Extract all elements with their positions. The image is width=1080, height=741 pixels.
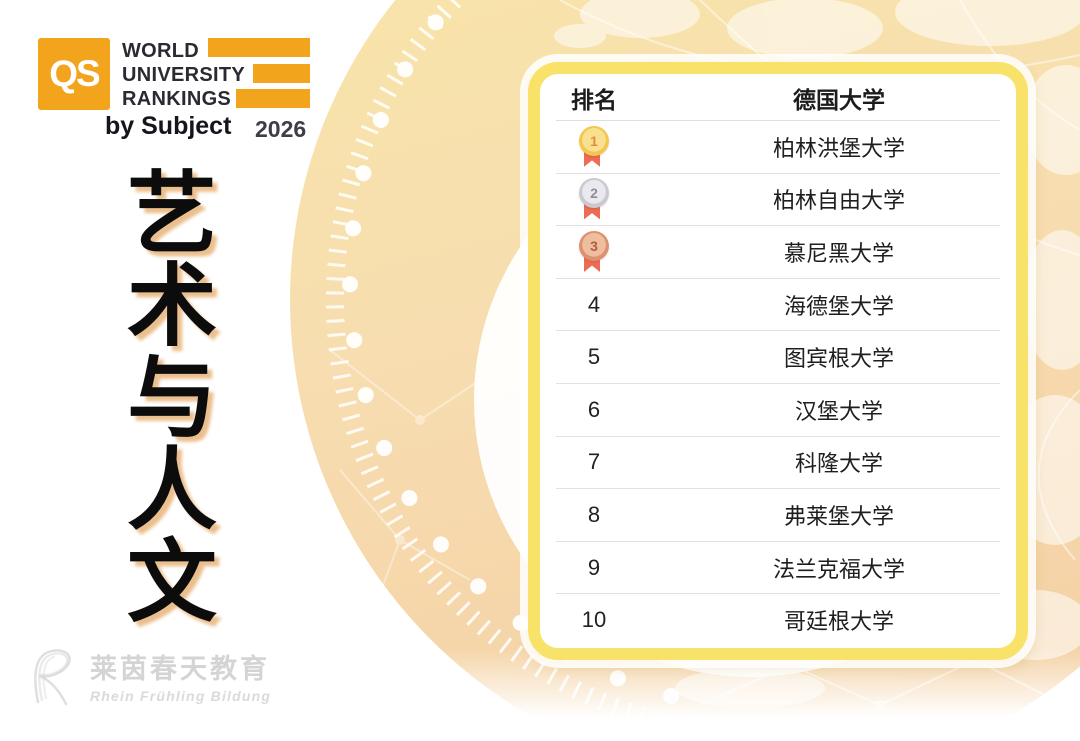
logo-subtitle: by Subject <box>105 112 232 140</box>
bronze-medal-icon: 3 <box>579 230 609 274</box>
logo-word-world: WORLD <box>122 40 200 62</box>
subject-title: 艺术与人文 <box>113 166 213 626</box>
silver-medal-icon: 2 <box>579 177 609 221</box>
university-name: 慕尼黑大学 <box>783 240 894 266</box>
table-row: 5 图宾根大学 <box>556 331 1000 384</box>
university-name: 哥廷根大学 <box>783 609 894 635</box>
table-row: 2 柏林自由大学 <box>556 174 1000 227</box>
rank-number: 10 <box>581 607 607 633</box>
logo-word-university: UNIVERSITY <box>122 64 246 86</box>
qs-logo-wordmark: WORLD UNIVERSITY RANKINGS <box>122 39 245 111</box>
ranking-table: 排名 德国大学 1 柏林洪堡大学 2 柏林自由大学 <box>540 74 1016 648</box>
watermark-text: 莱茵春天教育 Rhein Frühling Bildung <box>90 647 271 704</box>
logo-bar-bottom <box>236 89 310 108</box>
rank-number: 7 <box>587 449 601 475</box>
table-row: 7 科隆大学 <box>556 437 1000 490</box>
bottom-fade <box>0 648 1080 741</box>
rank-number: 4 <box>587 291 601 317</box>
university-name: 弗莱堡大学 <box>783 503 894 529</box>
table-row: 6 汉堡大学 <box>556 384 1000 437</box>
table-row: 1 柏林洪堡大学 <box>556 121 1000 174</box>
header-university: 德国大学 <box>793 87 885 113</box>
watermark-chinese: 莱茵春天教育 <box>90 653 270 684</box>
table-row: 9 法兰克福大学 <box>556 542 1000 595</box>
rhein-r-icon <box>34 649 71 706</box>
university-name: 柏林洪堡大学 <box>772 135 905 161</box>
rank-number: 8 <box>587 501 601 527</box>
university-name: 柏林自由大学 <box>772 188 905 214</box>
dial-ticks <box>326 0 700 739</box>
university-name: 汉堡大学 <box>794 398 883 424</box>
university-name: 法兰克福大学 <box>772 556 905 582</box>
university-name: 图宾根大学 <box>783 346 894 372</box>
rank-number: 9 <box>587 554 601 580</box>
table-row: 4 海德堡大学 <box>556 279 1000 332</box>
ranking-year: 2026 <box>255 116 307 142</box>
table-row: 10 哥廷根大学 <box>556 594 1000 646</box>
table-header: 排名 德国大学 <box>556 76 1000 121</box>
logo-word-rankings: RANKINGS <box>122 88 232 110</box>
medal-number: 2 <box>579 178 609 209</box>
medal-number: 3 <box>579 230 609 261</box>
header-rank: 排名 <box>571 87 617 113</box>
watermark-logo: 莱茵春天教育 Rhein Frühling Bildung <box>26 642 271 708</box>
qs-logo: QS WORLD UNIVERSITY RANKINGS <box>38 38 312 110</box>
university-name: 海德堡大学 <box>783 293 894 319</box>
ranking-card: 排名 德国大学 1 柏林洪堡大学 2 柏林自由大学 <box>528 62 1028 660</box>
rank-number: 5 <box>587 344 601 370</box>
rank-number: 6 <box>587 396 601 422</box>
gold-medal-icon: 1 <box>579 125 609 169</box>
logo-bar-top <box>208 38 310 57</box>
qs-logo-mark: QS <box>38 38 110 110</box>
watermark-latin: Rhein Frühling Bildung <box>90 687 272 704</box>
table-row: 8 弗莱堡大学 <box>556 489 1000 542</box>
table-row: 3 慕尼黑大学 <box>556 226 1000 279</box>
logo-bar-middle <box>253 64 310 83</box>
medal-number: 1 <box>579 125 609 156</box>
university-name: 科隆大学 <box>794 451 883 477</box>
